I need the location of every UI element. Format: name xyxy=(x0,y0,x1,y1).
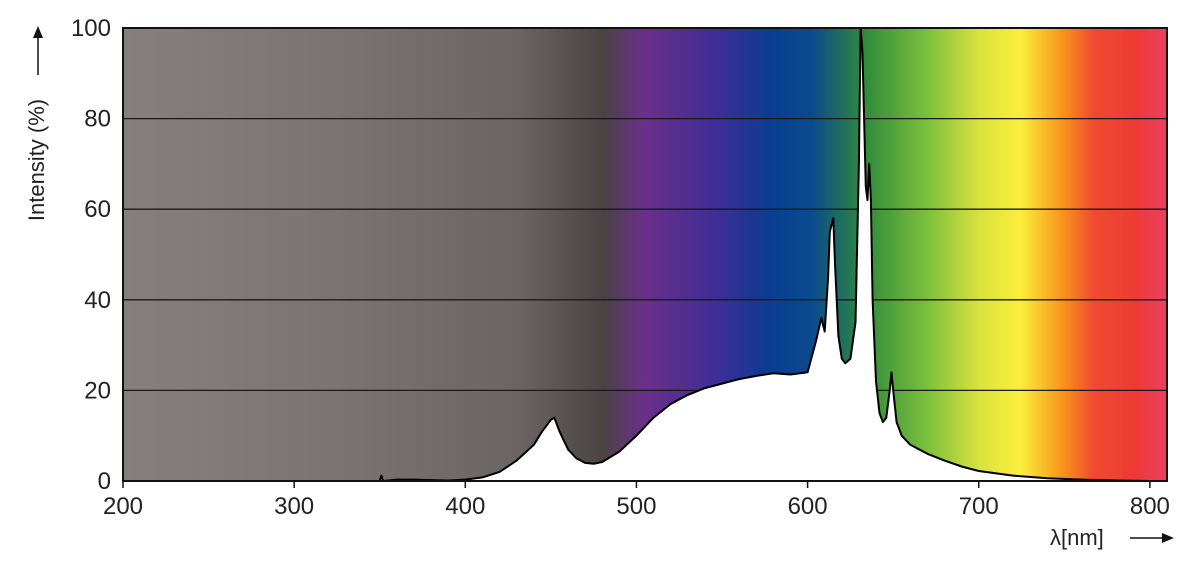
y-tick-label-80: 80 xyxy=(84,106,111,133)
y-tick-label-0: 0 xyxy=(98,468,111,495)
y-tick-label-40: 40 xyxy=(84,287,111,314)
y-axis-ticks: 0 20 40 60 80 100 xyxy=(71,15,111,495)
x-axis-ticks: 200 300 400 500 600 700 800 xyxy=(103,481,1170,520)
intensity-area xyxy=(379,28,1167,481)
y-tick-label-60: 60 xyxy=(84,196,111,223)
x-tick-label-700: 700 xyxy=(959,493,999,520)
spectrum-background xyxy=(123,28,1167,481)
y-axis-arrowhead xyxy=(33,26,43,38)
x-tick-label-300: 300 xyxy=(274,493,314,520)
y-tick-label-100: 100 xyxy=(71,15,111,42)
x-axis-label: λ[nm] xyxy=(1050,525,1104,550)
y-axis-label: Intensity (%) xyxy=(24,99,49,221)
plot-frame xyxy=(122,27,1168,482)
intensity-line xyxy=(378,27,1167,482)
x-tick-label-200: 200 xyxy=(103,493,143,520)
x-axis-arrowhead xyxy=(1162,533,1174,543)
x-tick-label-400: 400 xyxy=(445,493,485,520)
y-tick-label-20: 20 xyxy=(84,377,111,404)
x-tick-label-500: 500 xyxy=(616,493,656,520)
x-tick-label-600: 600 xyxy=(788,493,828,520)
x-tick-label-800: 800 xyxy=(1130,493,1170,520)
